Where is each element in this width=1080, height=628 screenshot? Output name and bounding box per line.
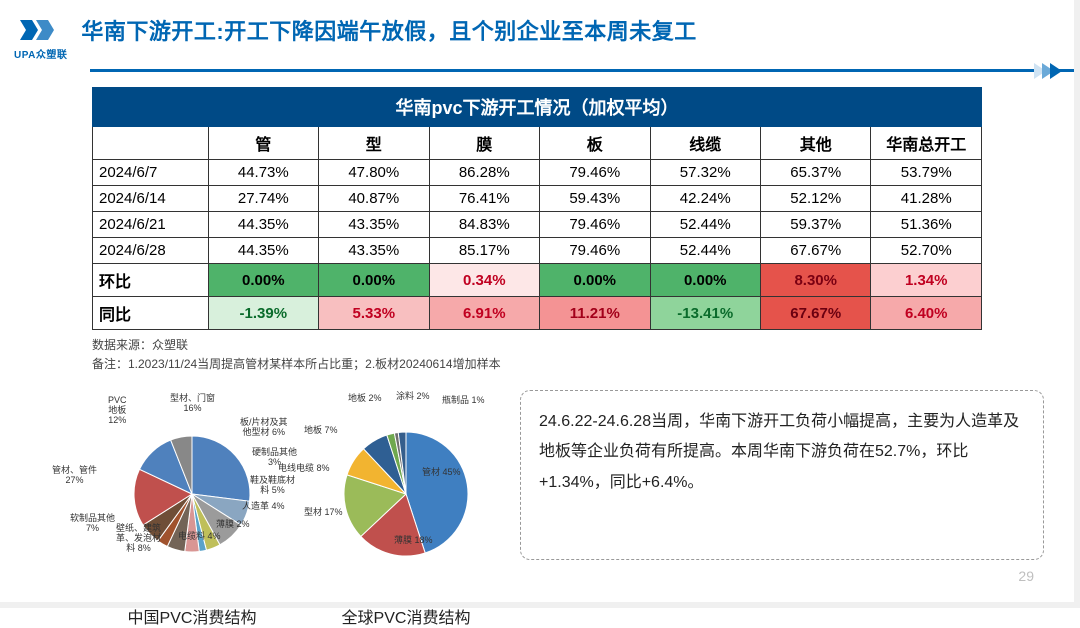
row-label: 环比	[93, 264, 209, 297]
pie-slice-label: 鞋及鞋底材料 5%	[250, 476, 295, 496]
divider	[0, 69, 1074, 79]
pie-slice-label: 地板 2%	[348, 394, 382, 404]
page-number: 29	[1018, 568, 1034, 584]
pie-slice-label: 薄膜 18%	[394, 536, 433, 546]
date-cell: 2024/6/21	[93, 212, 209, 238]
pie-slice-label: 板/片材及其他型材 6%	[240, 418, 288, 438]
value-cell: -13.41%	[650, 297, 760, 330]
value-cell: 47.80%	[319, 160, 429, 186]
pie-slice-label: 电缆料 4%	[178, 532, 221, 542]
row-label: 同比	[93, 297, 209, 330]
value-cell: 27.74%	[208, 186, 318, 212]
table-col	[93, 127, 209, 160]
value-cell: 53.79%	[871, 160, 982, 186]
value-cell: 59.37%	[760, 212, 870, 238]
pie-slice-label: 壁纸、建筑革、发泡材料 8%	[116, 524, 161, 554]
value-cell: 0.00%	[540, 264, 650, 297]
pie-slice-label: 人造革 4%	[242, 502, 285, 512]
data-table: 华南pvc下游开工情况（加权平均） 管型膜板线缆其他华南总开工 2024/6/7…	[92, 87, 982, 330]
value-cell: 79.46%	[540, 160, 650, 186]
pie-slice-label: 地板 7%	[304, 426, 338, 436]
pie-slice-label: 型材、门窗16%	[170, 394, 215, 414]
huanbi-row: 环比0.00%0.00%0.34%0.00%0.00%8.30%1.34%	[93, 264, 982, 297]
data-source: 数据来源：众塑联	[92, 336, 982, 353]
value-cell: 0.00%	[319, 264, 429, 297]
value-cell: -1.39%	[208, 297, 318, 330]
table-row: 2024/6/744.73%47.80%86.28%79.46%57.32%65…	[93, 160, 982, 186]
date-cell: 2024/6/28	[93, 238, 209, 264]
value-cell: 65.37%	[760, 160, 870, 186]
chevron-icon	[1038, 63, 1062, 84]
tongbi-row: 同比-1.39%5.33%6.91%11.21%-13.41%67.67%6.4…	[93, 297, 982, 330]
value-cell: 67.67%	[760, 238, 870, 264]
table-col: 膜	[429, 127, 539, 160]
value-cell: 5.33%	[319, 297, 429, 330]
value-cell: 84.83%	[429, 212, 539, 238]
data-table-wrap: 华南pvc下游开工情况（加权平均） 管型膜板线缆其他华南总开工 2024/6/7…	[92, 87, 982, 330]
table-col: 管	[208, 127, 318, 160]
value-cell: 52.44%	[650, 212, 760, 238]
table-banner: 华南pvc下游开工情况（加权平均）	[93, 88, 982, 127]
logo: UPA众塑联	[14, 16, 67, 61]
table-col: 其他	[760, 127, 870, 160]
value-cell: 57.32%	[650, 160, 760, 186]
pie-slice-label: 软制品其他7%	[70, 514, 115, 534]
pie-global: 管材 45%薄膜 18%型材 17%电线电缆 8%地板 7%地板 2%涂料 2%…	[306, 390, 506, 628]
pie-slice-label: 薄膜 2%	[216, 520, 250, 530]
table-col: 型	[319, 127, 429, 160]
pie-slice-label: 管材 45%	[422, 468, 461, 478]
value-cell: 43.35%	[319, 238, 429, 264]
value-cell: 43.35%	[319, 212, 429, 238]
pie-slice-label: 涂料 2%	[396, 392, 430, 402]
pie-slice-label: 管材、管件27%	[52, 466, 97, 486]
value-cell: 8.30%	[760, 264, 870, 297]
value-cell: 41.28%	[871, 186, 982, 212]
summary-text: 24.6.22-24.6.28当周，华南下游开工负荷小幅提高，主要为人造革及地板…	[520, 390, 1044, 560]
value-cell: 44.73%	[208, 160, 318, 186]
value-cell: 86.28%	[429, 160, 539, 186]
value-cell: 0.00%	[208, 264, 318, 297]
value-cell: 76.41%	[429, 186, 539, 212]
value-cell: 6.91%	[429, 297, 539, 330]
value-cell: 67.67%	[760, 297, 870, 330]
date-cell: 2024/6/14	[93, 186, 209, 212]
pie-slice-label: 型材 17%	[304, 508, 343, 518]
value-cell: 85.17%	[429, 238, 539, 264]
value-cell: 59.43%	[540, 186, 650, 212]
pie-china: 管材、管件27%软制品其他7%壁纸、建筑革、发泡材料 8%电缆料 4%薄膜 2%…	[92, 390, 292, 628]
value-cell: 6.40%	[871, 297, 982, 330]
value-cell: 52.12%	[760, 186, 870, 212]
logo-text: UPA众塑联	[14, 46, 67, 61]
table-row: 2024/6/2844.35%43.35%85.17%79.46%52.44%6…	[93, 238, 982, 264]
header: UPA众塑联 华南下游开工:开工下降因端午放假，且个别企业至本周未复工	[0, 0, 1074, 61]
table-row: 2024/6/2144.35%43.35%84.83%79.46%52.44%5…	[93, 212, 982, 238]
value-cell: 79.46%	[540, 238, 650, 264]
value-cell: 0.00%	[650, 264, 760, 297]
value-cell: 44.35%	[208, 212, 318, 238]
value-cell: 11.21%	[540, 297, 650, 330]
date-cell: 2024/6/7	[93, 160, 209, 186]
value-cell: 51.36%	[871, 212, 982, 238]
value-cell: 52.44%	[650, 238, 760, 264]
table-row: 2024/6/1427.74%40.87%76.41%59.43%42.24%5…	[93, 186, 982, 212]
table-col: 板	[540, 127, 650, 160]
value-cell: 79.46%	[540, 212, 650, 238]
pie-slice-label: PVC地板12%	[108, 396, 127, 426]
value-cell: 40.87%	[319, 186, 429, 212]
page-title: 华南下游开工:开工下降因端午放假，且个别企业至本周未复工	[81, 14, 1074, 46]
pie-slice-label: 电线电缆 8%	[278, 464, 330, 474]
table-col: 华南总开工	[871, 127, 982, 160]
table-col: 线缆	[650, 127, 760, 160]
value-cell: 52.70%	[871, 238, 982, 264]
value-cell: 44.35%	[208, 238, 318, 264]
value-cell: 0.34%	[429, 264, 539, 297]
value-cell: 42.24%	[650, 186, 760, 212]
value-cell: 1.34%	[871, 264, 982, 297]
pie-slice-label: 瓶制品 1%	[442, 396, 485, 406]
data-note: 备注：1.2023/11/24当周提高管材某样本所占比重；2.板材2024061…	[92, 355, 982, 372]
